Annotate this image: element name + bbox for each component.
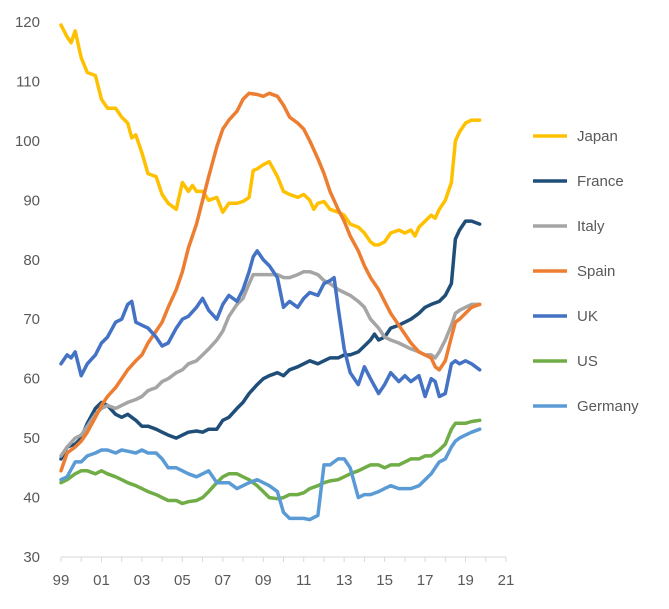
y-tick-label: 70 xyxy=(23,311,40,328)
x-tick-label: 09 xyxy=(255,572,272,589)
y-axis: 30 40 50 60 70 80 90 100 110 120 xyxy=(15,14,40,566)
legend-label: France xyxy=(577,173,624,190)
y-tick-label: 120 xyxy=(15,14,40,31)
y-tick-label: 30 xyxy=(23,549,40,566)
legend-label: US xyxy=(577,353,598,370)
x-tick-label: 17 xyxy=(417,572,434,589)
x-tick-label: 07 xyxy=(214,572,231,589)
series-line-uk xyxy=(59,249,482,399)
y-tick-label: 40 xyxy=(23,490,40,507)
x-tick-label: 21 xyxy=(498,572,515,589)
x-tick-label: 19 xyxy=(457,572,474,589)
legend-item-uk: UK xyxy=(533,308,598,325)
legend-item-italy: Italy xyxy=(533,218,605,235)
legend-item-france: France xyxy=(533,173,624,190)
series-line-germany xyxy=(59,427,482,522)
x-tick-label: 99 xyxy=(53,572,70,589)
legend-label: Spain xyxy=(577,263,615,280)
x-tick-label: 03 xyxy=(134,572,151,589)
series-line-japan xyxy=(59,23,482,247)
x-tick-label: 13 xyxy=(336,572,353,589)
x-tick-label: 11 xyxy=(296,572,312,589)
y-tick-label: 80 xyxy=(23,252,40,269)
legend-item-us: US xyxy=(533,353,598,370)
x-tick-label: 15 xyxy=(376,572,393,589)
series-line-spain xyxy=(59,91,482,473)
series-line-france xyxy=(59,219,482,461)
legend-label: Japan xyxy=(577,128,618,145)
legend-item-japan: Japan xyxy=(533,128,618,145)
x-axis: 99 01 03 05 07 09 11 13 15 17 19 21 xyxy=(53,556,515,589)
legend-label: UK xyxy=(577,308,598,325)
y-tick-label: 90 xyxy=(23,192,40,209)
y-tick-label: 100 xyxy=(15,133,40,150)
legend-label: Germany xyxy=(577,398,639,415)
series-lines xyxy=(59,23,482,522)
y-tick-label: 60 xyxy=(23,371,40,388)
series-line-italy xyxy=(59,269,482,458)
series-line-us xyxy=(59,418,482,506)
y-tick-label: 50 xyxy=(23,430,40,447)
legend: Japan France Italy Spain UK US Germany xyxy=(533,128,639,415)
legend-item-spain: Spain xyxy=(533,263,615,280)
x-tick-label: 05 xyxy=(174,572,191,589)
legend-label: Italy xyxy=(577,218,605,235)
legend-item-germany: Germany xyxy=(533,398,639,415)
x-tick-label: 01 xyxy=(93,572,110,589)
y-tick-label: 110 xyxy=(16,73,40,90)
